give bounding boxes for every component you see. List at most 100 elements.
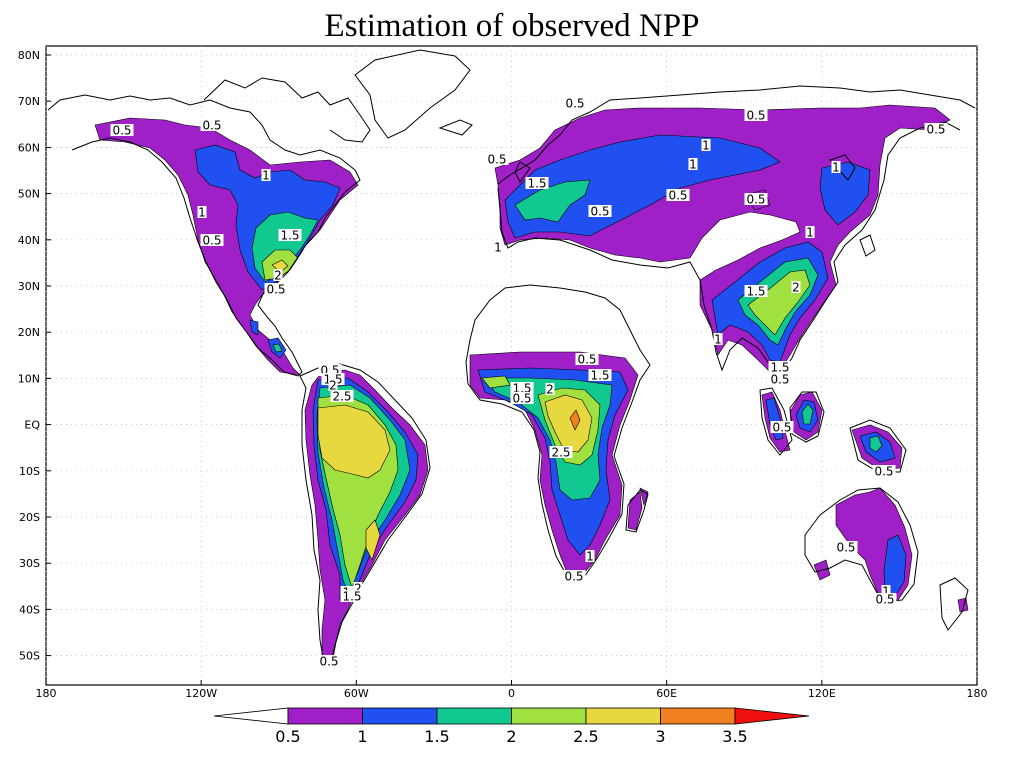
- contour-label: 2: [354, 582, 362, 596]
- contour-label-bg: [768, 373, 792, 385]
- contour-label-bg: [317, 655, 341, 667]
- colorbar-over-triangle: [734, 707, 810, 725]
- contour-label: 2: [329, 379, 337, 393]
- contour-label: 1.5: [342, 590, 361, 604]
- contour-label-bg: [328, 379, 338, 391]
- longitude-labels: 180 120W 60W 0 60E 120E 180: [36, 680, 988, 700]
- contour-label: 1: [702, 139, 710, 153]
- lat-label: 20N: [18, 326, 40, 339]
- contour-label-bg: [273, 269, 283, 281]
- contour-label-bg: [575, 353, 599, 365]
- lat-label: 60N: [18, 141, 40, 154]
- contour-label: 1: [832, 161, 840, 175]
- contour-label-bg: [872, 465, 896, 477]
- contour-label-bg: [485, 153, 509, 165]
- contour-label-bg: [278, 229, 302, 241]
- contour-label-bg: [562, 570, 586, 582]
- colorbar-tick-label: 1: [357, 727, 367, 746]
- south-america-npp: [304, 369, 429, 666]
- contour-label-bg: [493, 241, 503, 253]
- contour-label: 0.5: [266, 283, 285, 297]
- colorbar: 0.5 1 1.5 2 2.5 3 3.5: [213, 707, 810, 746]
- lat-label: 10S: [19, 465, 40, 478]
- contour-label-bg: [110, 124, 134, 136]
- colorbar-under-triangle: [213, 707, 289, 725]
- contour-label-bg: [588, 369, 612, 381]
- colorbar-segment: [660, 707, 736, 725]
- colorbar-segment: [511, 707, 587, 725]
- colorbar-tick-label: 0.5: [275, 727, 300, 746]
- contour-label-bg: [770, 421, 794, 433]
- latitude-labels: 80N 70N 60N 50N 40N 30N 20N 10N EQ 10S 20S 30S 40S 50…: [18, 49, 51, 663]
- contour-label: 1.5: [280, 229, 299, 243]
- contour-label: 0.5: [202, 119, 221, 133]
- lat-label: 80N: [18, 49, 40, 62]
- contour-label: 0.5: [770, 373, 789, 387]
- contour-label: 0.5: [772, 421, 791, 435]
- contour-label: 1: [689, 158, 697, 172]
- contour-label: 1: [882, 585, 890, 599]
- contour-label: 0.5: [565, 97, 584, 111]
- contour-label: 2: [274, 269, 282, 283]
- lat-label: EQ: [24, 419, 40, 432]
- contour-label-bg: [834, 541, 858, 553]
- contour-label: 0.5: [512, 392, 531, 406]
- contour-label-bg: [353, 582, 363, 594]
- colorbar-segment: [585, 707, 661, 725]
- contour-label: 0.5: [202, 234, 221, 248]
- lat-label: 70N: [18, 95, 40, 108]
- contour-label: 1: [198, 206, 206, 220]
- contour-label-bg: [744, 285, 768, 297]
- lat-label: 30N: [18, 280, 40, 293]
- contour-label-bg: [563, 97, 587, 109]
- contour-label: 1.5: [590, 369, 609, 383]
- lon-label: 180: [967, 687, 988, 700]
- contour-label: 0.5: [874, 465, 893, 479]
- contour-label-bg: [588, 205, 612, 217]
- contour-label-bg: [713, 333, 723, 345]
- contour-label-bg: [510, 382, 534, 394]
- australia-npp: [813, 487, 969, 613]
- contour-label: 1: [806, 226, 814, 240]
- contour-label: 0.5: [590, 205, 609, 219]
- lon-label: 120W: [185, 687, 217, 700]
- contour-label-bg: [264, 283, 288, 295]
- contour-label-bg: [200, 234, 224, 246]
- lon-label: 60E: [656, 687, 677, 700]
- colorbar-tick-label: 3.5: [722, 727, 747, 746]
- contour-label-bg: [873, 593, 897, 605]
- contour-label: 0.5: [836, 541, 855, 555]
- contour-label-bg: [200, 119, 224, 131]
- contour-label: 1: [262, 169, 270, 183]
- contour-label: 0.5: [577, 353, 596, 367]
- map-title: Estimation of observed NPP: [324, 8, 700, 44]
- contour-label: 1.5: [527, 177, 546, 191]
- lat-label: 50N: [18, 188, 40, 201]
- contour-label-bg: [805, 226, 815, 238]
- colorbar-segment: [436, 707, 512, 725]
- contour-label: 1: [714, 333, 722, 347]
- contour-label: 0.5: [875, 593, 894, 607]
- lon-label: 180: [36, 687, 57, 700]
- contour-label-bg: [585, 550, 595, 562]
- lat-label: 50S: [19, 650, 40, 663]
- contour-label-bg: [549, 446, 573, 458]
- contour-label-bg: [340, 590, 364, 602]
- contour-label-bg: [197, 206, 207, 218]
- contour-label-bg: [744, 193, 768, 205]
- contour-label: 0.5: [112, 124, 131, 138]
- contour-label-bg: [881, 585, 891, 597]
- contour-label: 0.5: [746, 193, 765, 207]
- lat-label: 40S: [19, 603, 40, 616]
- colorbar-tick-label: 3: [655, 727, 665, 746]
- contour-label-bg: [744, 109, 768, 121]
- contour-label: 1.5: [746, 285, 765, 299]
- contour-label-bg: [924, 123, 948, 135]
- contour-label-bg: [688, 158, 698, 170]
- colorbar-tick-label: 1.5: [424, 727, 449, 746]
- contour-label: 0.5: [487, 153, 506, 167]
- lat-label: 40N: [18, 234, 40, 247]
- contour-label-bg: [768, 361, 792, 373]
